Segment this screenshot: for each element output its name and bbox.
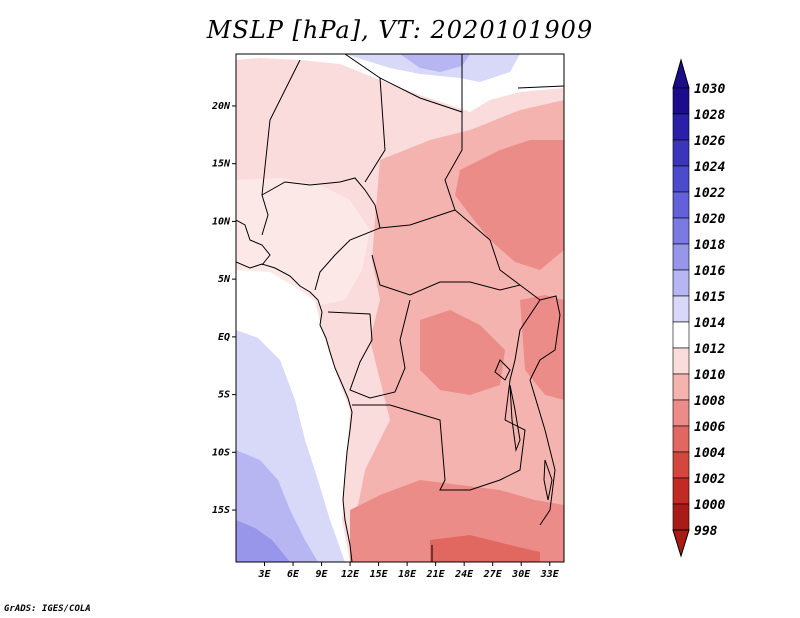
colorbar-swatch <box>672 347 690 375</box>
border-segment <box>344 54 386 183</box>
colorbar-swatch <box>672 425 690 453</box>
colorbar-label: 1018 <box>694 238 725 253</box>
lon-tick-label: 18E <box>398 569 417 580</box>
lat-tick-label: 20N <box>211 101 231 112</box>
colorbar-swatch <box>672 191 690 219</box>
border-segment <box>352 404 526 491</box>
lon-tick-label: 30E <box>511 569 531 580</box>
map-frame <box>235 53 565 563</box>
colorbar-label: 1016 <box>694 264 725 279</box>
lake-segment <box>494 359 511 381</box>
colorbar-swatch <box>672 295 690 323</box>
colorbar-swatch <box>672 139 690 167</box>
field-sudan-1008 <box>455 140 564 270</box>
colorbar-label: 1022 <box>694 186 725 201</box>
lake-segment <box>543 459 553 501</box>
border-segment <box>327 299 411 399</box>
border-segment <box>529 379 556 526</box>
lon-tick-label: 24E <box>454 569 474 580</box>
border-segment <box>314 204 381 291</box>
colorbar-swatch <box>672 399 690 427</box>
lon-tick-label: 3E <box>257 569 271 580</box>
colorbar-label: 1028 <box>694 108 725 123</box>
colorbar-label: 1024 <box>694 160 725 175</box>
colorbar-label: 1006 <box>694 420 725 435</box>
border-segment <box>504 299 541 421</box>
colorbar-top-arrow <box>672 58 690 89</box>
colorbar-label: 1020 <box>694 212 725 227</box>
border-segment <box>379 54 463 113</box>
border-segment <box>371 254 541 301</box>
colorbar-label: 1008 <box>694 394 725 409</box>
colorbar-swatch <box>672 373 690 401</box>
colorbar-swatch <box>672 243 690 271</box>
colorbar-label: 1000 <box>694 498 725 513</box>
colorbar-swatch <box>672 451 690 479</box>
footer-credit: GrADS: IGES/COLA <box>4 604 91 614</box>
lon-tick-label: 12E <box>341 569 360 580</box>
longitude-axis: 3E 6E 9E 12E 15E 18E 21E 24E 27E 30E 33E <box>257 562 560 580</box>
lon-tick-label: 27E <box>483 569 503 580</box>
field-congo-1008 <box>420 310 505 395</box>
lon-tick-label: 33E <box>540 569 560 580</box>
mslp-field <box>236 54 564 562</box>
lat-tick-label: 5S <box>218 390 230 401</box>
field-east-1008 <box>520 295 564 400</box>
colorbar-label: 1012 <box>694 342 725 357</box>
colorbar-label: 1004 <box>694 446 725 461</box>
lat-tick-label: 15N <box>212 159 231 170</box>
field-north-1016 <box>400 54 470 72</box>
latitude-axis: 20N 15N 10N 5N EQ 5S 10S 15S <box>211 101 236 516</box>
field-south-1006 <box>430 535 540 562</box>
colorbar-swatch <box>672 269 690 297</box>
lon-tick-label: 9E <box>316 569 329 580</box>
colorbar-label: 1010 <box>694 368 725 383</box>
lon-tick-label: 6E <box>287 569 300 580</box>
border-segment <box>379 209 456 229</box>
colorbar-label: 998 <box>694 524 718 539</box>
map-borders <box>236 54 564 562</box>
colorbar-swatch <box>672 503 690 531</box>
border-segment <box>529 295 561 381</box>
lake-segment <box>509 384 521 452</box>
border-segment <box>261 177 376 206</box>
coastline <box>236 261 353 562</box>
colorbar-bottom-arrow <box>672 529 690 558</box>
border-segment <box>261 59 301 196</box>
chart-title: MSLP [hPa], VT: 2020101909 <box>206 16 594 44</box>
colorbar-swatch <box>672 113 690 141</box>
colorbar-label: 1002 <box>694 472 725 487</box>
colorbar-label: 1014 <box>694 316 725 331</box>
lon-tick-label: 21E <box>426 569 446 580</box>
colorbar-swatch <box>672 87 690 115</box>
colorbar-label: 1026 <box>694 134 725 149</box>
field-west-africa-pale <box>236 178 370 305</box>
colorbar-label: 1015 <box>694 290 725 305</box>
colorbar-swatch <box>672 165 690 193</box>
lat-tick-label: 10S <box>212 447 230 458</box>
colorbar-swatch <box>672 217 690 245</box>
lat-tick-label: EQ <box>218 332 230 343</box>
lat-tick-label: 15S <box>212 505 230 516</box>
lon-tick-label: 15E <box>370 569 389 580</box>
lat-tick-label: 10N <box>212 216 231 227</box>
border-segment <box>236 219 271 266</box>
border-segment <box>261 194 269 236</box>
border-segment <box>517 85 564 89</box>
colorbar-swatch <box>672 321 690 349</box>
colorbar-swatch <box>672 477 690 505</box>
colorbar-label: 1030 <box>694 82 725 97</box>
field-angola-1008 <box>350 480 564 562</box>
colorbar: 1030 1028 1026 1024 1022 1020 1018 1016 1015 1014… <box>672 58 725 558</box>
field-ocean-1018 <box>236 520 290 562</box>
lat-tick-label: 5N <box>218 274 231 285</box>
